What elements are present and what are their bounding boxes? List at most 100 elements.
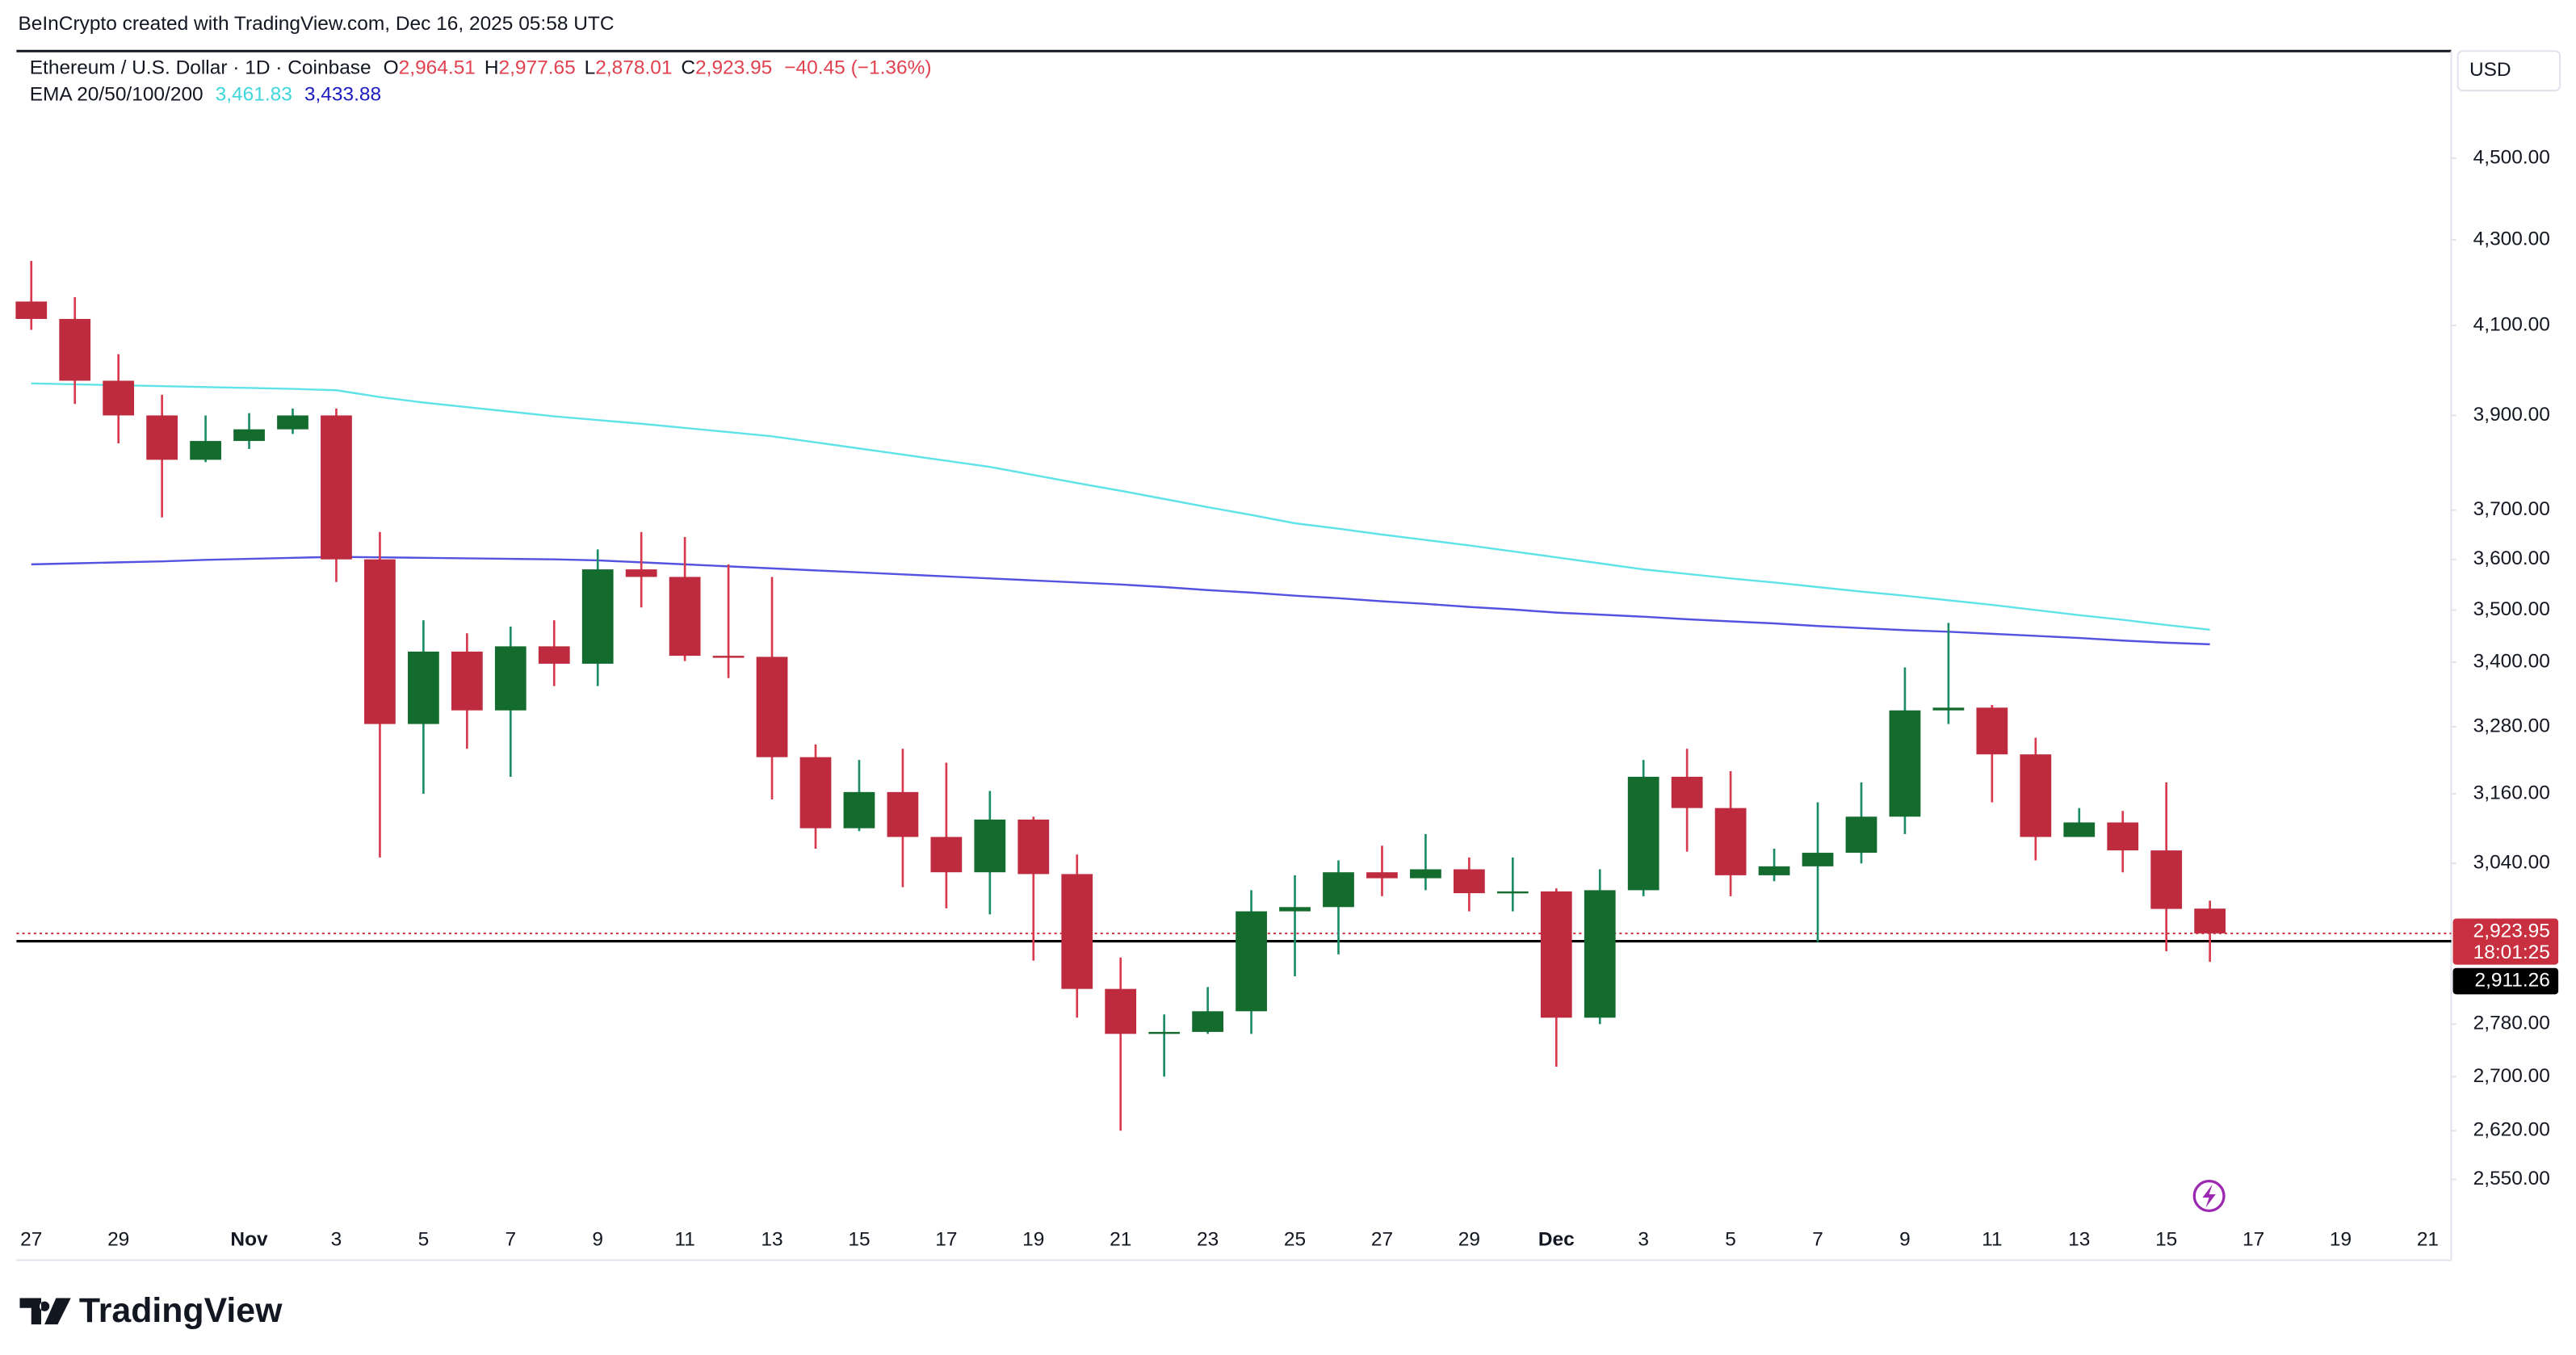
candle-body bbox=[277, 415, 308, 430]
candle-body bbox=[1496, 891, 1529, 894]
x-tick-label: Nov bbox=[230, 1229, 268, 1251]
y-tick-label: 3,160.00 bbox=[2473, 782, 2550, 803]
candle-body bbox=[1148, 1031, 1181, 1034]
candle-body bbox=[1671, 776, 1703, 808]
candle-body bbox=[451, 651, 483, 711]
x-tick-label: 13 bbox=[2068, 1229, 2090, 1251]
x-tick-label: Dec bbox=[1538, 1229, 1575, 1251]
candle-body bbox=[15, 301, 48, 319]
x-tick-label: 29 bbox=[1458, 1229, 1480, 1251]
candle-body bbox=[581, 569, 614, 664]
candle-body bbox=[1540, 891, 1572, 1018]
open-label: O bbox=[384, 57, 399, 79]
x-tick-label: 7 bbox=[1812, 1229, 1823, 1251]
candle-body bbox=[1192, 1011, 1224, 1032]
currency[interactable]: USD bbox=[2469, 59, 2511, 81]
candle-body bbox=[1105, 988, 1137, 1034]
y-tick-label: 4,500.00 bbox=[2473, 146, 2550, 168]
candle-body bbox=[974, 819, 1006, 873]
x-tick-label: 5 bbox=[418, 1229, 430, 1251]
x-tick-label: 15 bbox=[848, 1229, 870, 1251]
close-value: 2,923.95 bbox=[695, 57, 772, 79]
ema-line bbox=[31, 382, 2210, 631]
y-tick-label: 3,040.00 bbox=[2473, 852, 2550, 874]
y-tick-label: 2,780.00 bbox=[2473, 1013, 2550, 1034]
x-tick-label: 23 bbox=[1197, 1229, 1219, 1251]
symbol: Ethereum / U.S. Dollar · 1D · Coinbase bbox=[30, 57, 371, 79]
currency-box[interactable] bbox=[2456, 50, 2561, 92]
candle-body bbox=[887, 791, 919, 837]
close-label: C bbox=[681, 57, 695, 79]
replay-icon[interactable] bbox=[2192, 1180, 2226, 1213]
credit: BeInCrypto created with TradingView.com,… bbox=[18, 13, 614, 35]
ema-value: 3,461.83 bbox=[216, 84, 292, 106]
candle-body bbox=[538, 646, 570, 664]
candle-body bbox=[1714, 808, 1747, 875]
x-tick-label: 7 bbox=[505, 1229, 516, 1251]
high-label: H bbox=[485, 57, 499, 79]
candle-body bbox=[669, 577, 701, 657]
y-tick-label: 3,700.00 bbox=[2473, 498, 2550, 520]
y-tick-label: 3,280.00 bbox=[2473, 715, 2550, 736]
candle-body bbox=[1758, 866, 1790, 875]
candle-body bbox=[1323, 872, 1354, 908]
logo[interactable]: TradingView bbox=[19, 1291, 283, 1330]
candle-body bbox=[1889, 710, 1921, 817]
y-tick-label: 2,620.00 bbox=[2473, 1119, 2550, 1141]
y-tick-label: 3,400.00 bbox=[2473, 650, 2550, 672]
candle-body bbox=[1236, 911, 1267, 1012]
candle-body bbox=[799, 757, 832, 829]
ema-legend: EMA 20/50/100/200 3,461.83 3,433.88 bbox=[30, 84, 381, 106]
logo-text[interactable]: TradingView bbox=[79, 1291, 283, 1330]
candle-body bbox=[1802, 853, 1834, 866]
change-value: −40.45 (−1.36%) bbox=[784, 57, 931, 79]
ema-value: 3,433.88 bbox=[304, 84, 381, 106]
low-value: 2,878.01 bbox=[595, 57, 672, 79]
candle-body bbox=[1366, 872, 1398, 879]
y-tick-label: 3,600.00 bbox=[2473, 547, 2550, 569]
x-tick-label: 11 bbox=[1982, 1229, 2002, 1251]
y-tick-label: 4,100.00 bbox=[2473, 314, 2550, 336]
candle-body bbox=[321, 415, 352, 560]
x-tick-label: 21 bbox=[2417, 1229, 2439, 1251]
x-tick-label: 15 bbox=[2155, 1229, 2177, 1251]
x-tick-label: 5 bbox=[1725, 1229, 1736, 1251]
x-tick-label: 19 bbox=[1022, 1229, 1044, 1251]
high-value: 2,977.65 bbox=[498, 57, 575, 79]
candle-body bbox=[1976, 707, 2008, 755]
candle-body bbox=[1017, 819, 1050, 875]
candle-body bbox=[1627, 776, 1659, 891]
y-tick-label: 2,700.00 bbox=[2473, 1065, 2550, 1087]
candles bbox=[15, 261, 2226, 1131]
y-tick-label: 3,900.00 bbox=[2473, 404, 2550, 426]
candle-body bbox=[1279, 907, 1311, 912]
candle-body bbox=[364, 559, 396, 724]
candle-body bbox=[146, 415, 178, 460]
open-value: 2,964.51 bbox=[399, 57, 476, 79]
price-box bbox=[2452, 918, 2559, 965]
candle-body bbox=[1584, 890, 1616, 1018]
candle-body bbox=[2107, 822, 2139, 851]
x-tick-label: 21 bbox=[1110, 1229, 1131, 1251]
candle-body bbox=[625, 569, 657, 577]
x-tick-label: 11 bbox=[674, 1229, 694, 1251]
candle-body bbox=[2150, 850, 2183, 909]
candle-body bbox=[712, 656, 745, 658]
price-countdown: 18:01:25 bbox=[2473, 942, 2550, 963]
y-tick-label: 4,300.00 bbox=[2473, 228, 2550, 250]
x-tick-label: 17 bbox=[2242, 1229, 2264, 1251]
candle-body bbox=[1061, 874, 1093, 989]
x-tick-label: 3 bbox=[331, 1229, 342, 1251]
x-tick-label: 27 bbox=[1371, 1229, 1393, 1251]
x-tick-label: 27 bbox=[20, 1229, 42, 1251]
x-tick-label: 25 bbox=[1284, 1229, 1306, 1251]
candle-body bbox=[930, 837, 963, 873]
candle-body bbox=[1932, 707, 1965, 711]
overlays bbox=[31, 382, 2210, 646]
x-tick-label: 19 bbox=[2330, 1229, 2352, 1251]
price-box bbox=[2452, 967, 2559, 995]
candle-body bbox=[494, 646, 527, 711]
candle-body bbox=[59, 318, 91, 381]
